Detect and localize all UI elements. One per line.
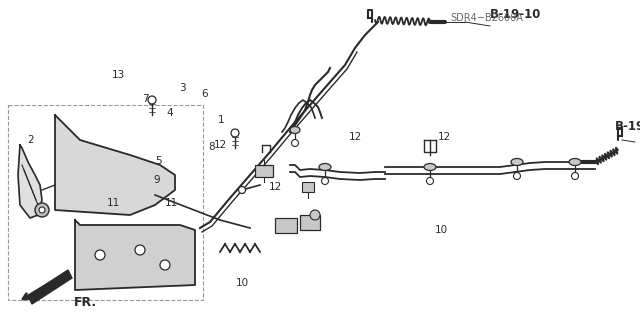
Text: 1: 1 bbox=[218, 115, 224, 125]
Text: 5: 5 bbox=[156, 156, 162, 166]
Text: 12: 12 bbox=[269, 182, 282, 192]
Text: B-19-10: B-19-10 bbox=[490, 9, 541, 21]
Text: 8: 8 bbox=[208, 142, 214, 152]
Text: 9: 9 bbox=[154, 175, 160, 185]
Text: 10: 10 bbox=[236, 278, 248, 288]
Circle shape bbox=[426, 177, 433, 184]
Text: FR.: FR. bbox=[74, 295, 97, 308]
Bar bbox=[255, 165, 273, 177]
Circle shape bbox=[291, 139, 298, 146]
Ellipse shape bbox=[424, 164, 436, 170]
Text: 7: 7 bbox=[143, 94, 149, 104]
Text: 13: 13 bbox=[112, 70, 125, 80]
Text: 4: 4 bbox=[166, 108, 173, 118]
Polygon shape bbox=[18, 145, 42, 218]
Bar bbox=[8, 105, 203, 300]
Circle shape bbox=[148, 96, 156, 104]
Text: 12: 12 bbox=[349, 132, 362, 142]
Text: 12: 12 bbox=[214, 140, 227, 150]
Bar bbox=[275, 218, 297, 233]
Text: B-19-10: B-19-10 bbox=[615, 120, 640, 132]
Circle shape bbox=[135, 245, 145, 255]
Circle shape bbox=[95, 250, 105, 260]
Circle shape bbox=[513, 173, 520, 180]
Text: 2: 2 bbox=[28, 135, 34, 145]
Text: 6: 6 bbox=[202, 89, 208, 99]
Text: 12: 12 bbox=[438, 132, 451, 142]
Text: 11: 11 bbox=[108, 197, 120, 208]
Text: 11: 11 bbox=[165, 197, 178, 208]
Circle shape bbox=[572, 173, 579, 180]
Circle shape bbox=[39, 207, 45, 213]
Text: 3: 3 bbox=[179, 83, 186, 93]
Circle shape bbox=[160, 260, 170, 270]
Circle shape bbox=[231, 129, 239, 137]
Bar bbox=[302, 182, 314, 192]
Polygon shape bbox=[28, 270, 72, 304]
Circle shape bbox=[239, 187, 246, 194]
Ellipse shape bbox=[319, 164, 331, 170]
Ellipse shape bbox=[511, 159, 523, 166]
Polygon shape bbox=[75, 220, 195, 290]
Circle shape bbox=[321, 177, 328, 184]
Polygon shape bbox=[55, 115, 175, 215]
Bar bbox=[300, 215, 320, 230]
Ellipse shape bbox=[290, 127, 300, 133]
Ellipse shape bbox=[569, 159, 581, 166]
Circle shape bbox=[310, 210, 320, 220]
Text: SDR4−B2600A: SDR4−B2600A bbox=[450, 13, 523, 23]
Circle shape bbox=[35, 203, 49, 217]
Text: 10: 10 bbox=[435, 225, 448, 235]
